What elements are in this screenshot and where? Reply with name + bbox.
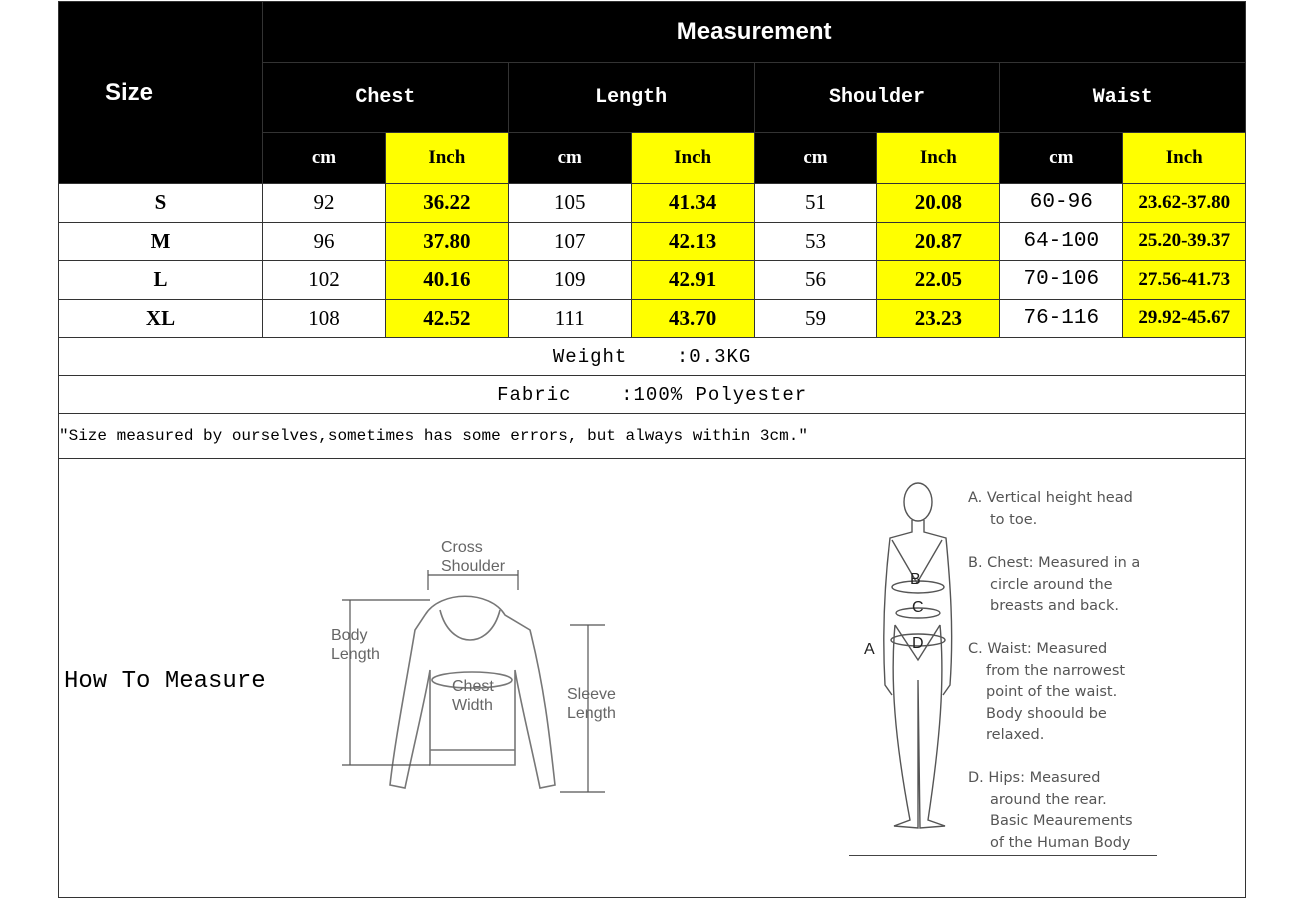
inch-value-cell: 25.20-39.37: [1122, 221, 1247, 261]
body-label-a: A: [864, 641, 875, 658]
cm-value-cell: 107: [507, 221, 632, 261]
size-header: Size: [58, 1, 263, 184]
size-cell: S: [58, 183, 263, 223]
weight-row: Weight :0.3KG: [57, 337, 1247, 376]
unit-inch-header: Inch: [384, 132, 509, 184]
inch-value-cell: 42.52: [384, 298, 509, 338]
inch-value-cell: 23.23: [876, 298, 1001, 338]
table-row: XL 108 42.52 111 43.70 59 23.23 76-116 29.92-45.…: [58, 298, 1247, 338]
body-label-b: B: [910, 571, 921, 588]
unit-cm-header: cm: [262, 132, 386, 184]
inch-value-cell: 20.87: [876, 221, 1001, 261]
shoulder-header: Shoulder: [753, 62, 1001, 133]
unit-cm-header: cm: [999, 132, 1124, 184]
cm-value-cell: 111: [507, 298, 632, 338]
waist-header: Waist: [999, 62, 1247, 133]
length-header: Length: [507, 62, 755, 133]
cm-value-cell: 102: [262, 260, 386, 300]
inch-value-cell: 36.22: [384, 183, 509, 223]
fabric-row: Fabric :100% Polyester: [57, 375, 1247, 414]
cm-value-cell: 70-106: [999, 260, 1124, 300]
cm-value-cell: 92: [262, 183, 386, 223]
inch-value-cell: 43.70: [630, 298, 755, 338]
inch-value-cell: 29.92-45.67: [1122, 298, 1247, 338]
unit-inch-header: Inch: [630, 132, 755, 184]
body-length-label: Body Length: [331, 627, 380, 663]
disclaimer-note: "Size measured by ourselves,sometimes ha…: [57, 413, 1247, 459]
inch-value-cell: 22.05: [876, 260, 1001, 300]
size-cell: M: [58, 221, 263, 261]
inch-value-cell: 23.62-37.80: [1122, 183, 1247, 223]
cm-value-cell: 51: [753, 183, 878, 223]
desc-b: B. Chest: Measured in a circle around the…: [968, 555, 1141, 614]
divider: [849, 855, 1157, 856]
body-label-c: C: [912, 599, 924, 616]
cm-value-cell: 96: [262, 221, 386, 261]
unit-inch-header: Inch: [1122, 132, 1247, 184]
cm-value-cell: 105: [507, 183, 632, 223]
body-figure-diagram: [883, 482, 953, 829]
inch-value-cell: 42.13: [630, 221, 755, 261]
cross-shoulder-label: Cross Shoulder: [441, 539, 506, 575]
unit-cm-header: cm: [753, 132, 878, 184]
unit-inch-header: Inch: [876, 132, 1001, 184]
body-label-d: D: [912, 635, 924, 652]
inch-value-cell: 42.91: [630, 260, 755, 300]
size-chart-table: Size Measurement Chest Length Shoulder W…: [57, 1, 1247, 898]
desc-a: A. Vertical height head to toe.: [968, 490, 1133, 528]
cm-value-cell: 76-116: [999, 298, 1124, 338]
cm-value-cell: 59: [753, 298, 878, 338]
measurement-header: Measurement: [261, 1, 1247, 63]
inch-value-cell: 20.08: [876, 183, 1001, 223]
table-row: L 102 40.16 109 42.91 56 22.05 70-106 27.56-41.7…: [58, 260, 1247, 300]
inch-value-cell: 27.56-41.73: [1122, 260, 1247, 300]
cm-value-cell: 109: [507, 260, 632, 300]
desc-d: D. Hips: Measured around the rear. Basic M…: [968, 770, 1133, 851]
size-cell: L: [58, 260, 263, 300]
sweater-diagram: [342, 570, 605, 793]
cm-value-cell: 56: [753, 260, 878, 300]
chest-header: Chest: [262, 62, 509, 133]
size-cell: XL: [58, 298, 263, 338]
inch-value-cell: 40.16: [384, 260, 509, 300]
chest-width-label: Chest Width: [452, 678, 494, 714]
table-row: S 92 36.22 105 41.34 51 20.08 60-96 23.62-37.80: [58, 183, 1247, 223]
cm-value-cell: 60-96: [999, 183, 1124, 223]
desc-c: C. Waist: Measured from the narrowest poin…: [968, 641, 1126, 743]
inch-value-cell: 41.34: [630, 183, 755, 223]
how-to-measure-section: [57, 458, 1247, 898]
cm-value-cell: 53: [753, 221, 878, 261]
sleeve-length-label: Sleeve Length: [567, 686, 616, 722]
how-to-measure-label: How To Measure: [64, 668, 266, 695]
inch-value-cell: 37.80: [384, 221, 509, 261]
cm-value-cell: 108: [262, 298, 386, 338]
cm-value-cell: 64-100: [999, 221, 1124, 261]
unit-cm-header: cm: [507, 132, 632, 184]
table-row: M 96 37.80 107 42.13 53 20.87 64-100 25.20-39.37: [58, 221, 1247, 261]
